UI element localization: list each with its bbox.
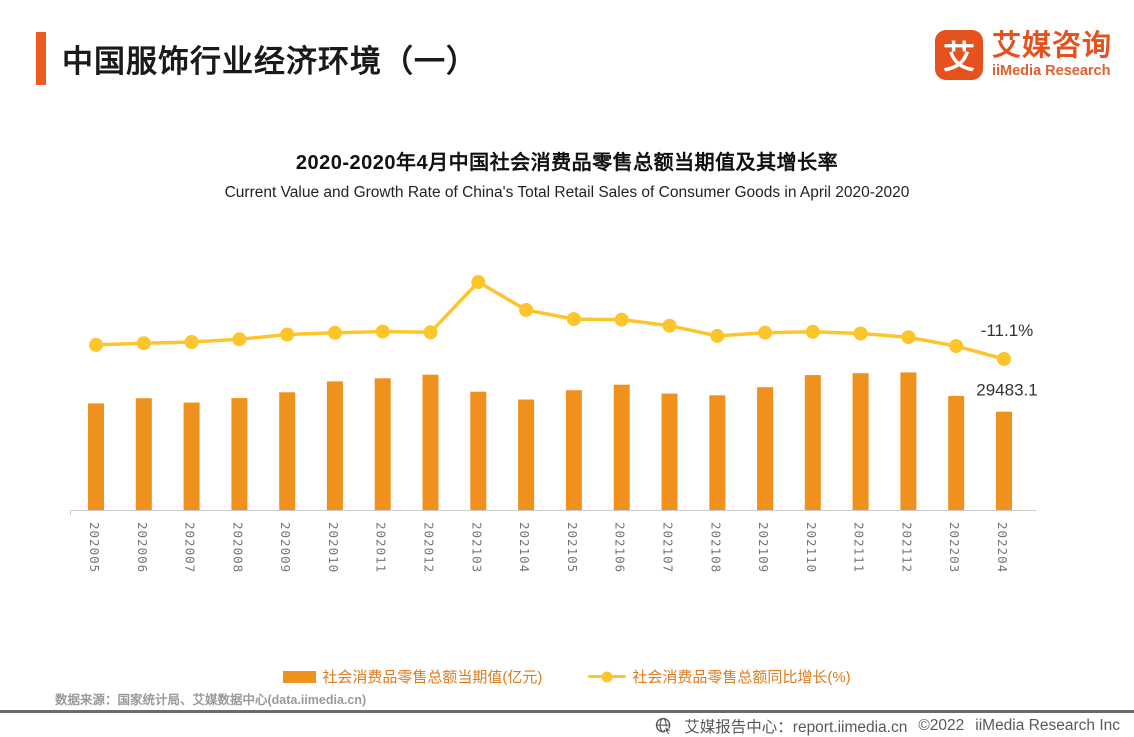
page-title: 中国服饰行业经济环境（一） [62,44,478,79]
x-tick-label: 202106 [613,522,628,573]
bar-202008 [231,398,248,510]
x-tick-label: 202203 [947,522,962,573]
bar-202104 [518,399,535,510]
x-tick-label: 202204 [995,522,1010,573]
line-point-202203 [949,339,964,354]
line-point-202103 [471,275,486,289]
x-tick-label: 202109 [756,522,771,573]
line-point-202011 [375,324,390,339]
bar-202007 [183,402,200,510]
x-tick-label: 202012 [422,522,437,573]
bar-202011 [374,378,391,510]
line-point-202012 [423,325,438,340]
line-point-202109 [758,325,773,340]
line-point-202009 [280,327,295,342]
x-tick-label: 202103 [469,522,484,573]
line-point-202108 [710,328,725,343]
bar-202009 [279,392,296,510]
line-point-202010 [327,325,342,340]
chart-subtitle: Current Value and Growth Rate of China's… [224,184,910,201]
globe-cursor-icon [656,717,673,735]
logo-text: 艾媒咨询 iiMedia Research [992,31,1112,79]
bar-202105 [565,390,582,510]
line-point-202110 [805,324,820,339]
line-point-202105 [566,312,581,327]
x-tick-label: 202104 [517,522,532,573]
logo-name-en: iiMedia Research [991,62,1111,79]
line-point-202005 [89,337,103,352]
footer-bar: 艾媒报告中心：report.iimedia.cn ©2022 iiMedia R… [655,715,1120,737]
bar-202204 [996,411,1012,510]
line-point-202107 [662,318,677,333]
x-tick-label: 202008 [230,522,245,573]
data-source-note: 数据来源：国家统计局、艾媒数据中心(data.iimedia.cn) [55,693,367,707]
bar-202006 [135,398,152,510]
line-point-202106 [614,312,629,327]
company-text: iiMedia Research Inc [975,717,1120,734]
x-tick-label: 202107 [661,522,676,573]
line-series-swatch-icon [588,671,627,682]
copyright-text: ©2022 [918,717,965,734]
x-tick-label: 202105 [565,522,580,573]
combo-chart: 202005 202006 202007 202008 202009 202010 2020… [70,275,1038,573]
iimedia-logo-icon: 艾 [934,30,983,80]
line-point-202112 [901,330,916,345]
line-point-202104 [519,303,534,317]
iimedia-logo: 艾 艾媒咨询 iiMedia Research [934,30,1112,80]
annotation-last_line_point: -11.1% [981,321,1034,340]
title-accent-bar [36,32,46,85]
bar-202109 [757,387,774,510]
legend-item-line: 社会消费品零售总额同比增长(%) [588,666,851,687]
x-tick-label: 202110 [804,522,819,573]
x-tick-label: 202011 [374,522,389,573]
x-tick-label: 202009 [278,522,293,573]
legend-item-bar: 社会消费品零售总额当期值(亿元) [283,666,542,687]
line-point-202008 [232,332,247,347]
chart-title: 2020-2020年4月中国社会消费品零售总额当期值及其增长率 [295,152,839,174]
line-point-202007 [184,335,199,349]
x-tick-label: 202108 [708,522,723,573]
logo-name-cn: 艾媒咨询 [991,30,1112,63]
bar-202103 [470,391,487,510]
bar-202106 [613,384,630,510]
bar-202111 [852,373,869,510]
bar-202005 [88,403,104,510]
page-header: 中国服饰行业经济环境（一） [36,32,478,85]
bar-202108 [709,395,726,510]
x-tick-label: 202006 [135,522,150,573]
line-point-202111 [853,326,868,341]
bar-202203 [948,395,965,510]
legend-label-bar: 社会消费品零售总额当期值(亿元) [322,669,543,686]
bar-202107 [661,393,678,510]
bar-202110 [804,375,821,510]
bar-202112 [900,372,917,510]
annotation-last_bar_top: 29483.1 [976,381,1037,400]
bar-202012 [422,374,439,510]
line-point-202204 [997,352,1011,366]
bar-202010 [326,381,343,510]
x-tick-label: 202010 [326,522,341,573]
x-tick-label: 202005 [87,522,102,573]
chart-legend: 社会消费品零售总额当期值(亿元) 社会消费品零售总额同比增长(%) [0,666,1134,687]
x-tick-label: 202007 [183,522,198,573]
x-tick-label: 202111 [852,522,867,573]
footer-divider [0,710,1134,713]
bar-series-swatch-icon [283,670,317,683]
legend-label-line: 社会消费品零售总额同比增长(%) [632,669,851,686]
line-point-202006 [136,336,151,351]
x-tick-label: 202112 [899,522,914,573]
report-center-link[interactable]: 艾媒报告中心：report.iimedia.cn [684,719,908,736]
